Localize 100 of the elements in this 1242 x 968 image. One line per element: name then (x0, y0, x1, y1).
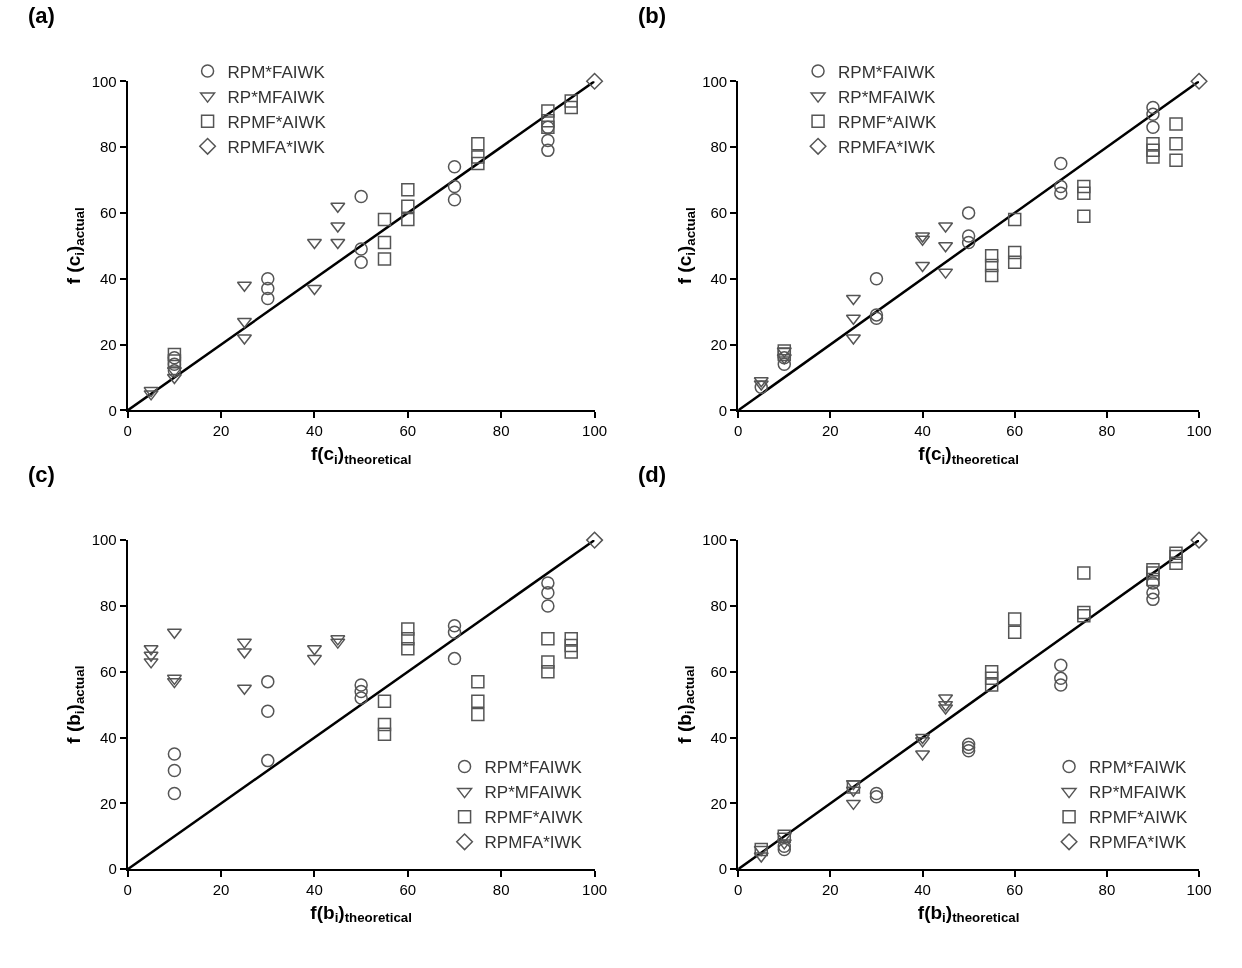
point (401, 641, 415, 656)
x-tick-label: 20 (212, 881, 230, 899)
point (261, 271, 275, 286)
x-tick-label: 60 (1006, 881, 1024, 899)
point (261, 281, 275, 296)
point (845, 294, 862, 306)
point (143, 651, 159, 663)
point (401, 183, 415, 197)
point (1146, 143, 1160, 158)
point (1054, 156, 1068, 171)
point (1190, 531, 1208, 549)
point (541, 655, 555, 669)
point (1190, 72, 1208, 90)
point (984, 248, 999, 263)
point (1146, 120, 1160, 135)
point (1146, 137, 1160, 151)
point (754, 380, 768, 395)
point (1077, 566, 1091, 580)
legend-label: RPMFA*IWK (1089, 833, 1188, 853)
point (377, 235, 392, 250)
point (1007, 245, 1022, 260)
point (564, 645, 578, 659)
x-tick-label: 40 (914, 422, 931, 440)
x-tick-label: 60 (399, 881, 417, 899)
x-axis-title: f(c$_{i}$)$_{theoretical}$ (310, 442, 412, 467)
point (1146, 572, 1160, 587)
legend-label: RP*MFAIWK (227, 87, 326, 107)
x-tick-label: 20 (212, 422, 230, 440)
point (354, 684, 368, 699)
y-tick-label: 80 (710, 597, 728, 615)
x-tick-label: 80 (1098, 881, 1116, 899)
point (937, 700, 954, 712)
point (261, 753, 275, 768)
chart-title: (b) (638, 3, 667, 28)
y-tick-label: 100 (91, 531, 117, 549)
point (984, 671, 999, 686)
x-tick-label: 100 (582, 881, 608, 899)
x-tick-label: 40 (306, 422, 323, 440)
x-tick-label: 0 (734, 422, 743, 440)
point (354, 189, 368, 204)
x-tick-label: 40 (306, 881, 323, 899)
point (541, 599, 555, 613)
point (401, 212, 415, 227)
point (984, 268, 999, 283)
legend-label: RPMFA*IWK (838, 137, 936, 157)
point (377, 727, 392, 742)
y-tick-label: 0 (108, 401, 117, 419)
point (984, 258, 999, 273)
y-tick-label: 80 (100, 597, 117, 615)
point (401, 199, 415, 214)
point (306, 644, 323, 656)
x-tick-label: 0 (734, 881, 743, 899)
point (354, 678, 368, 692)
point (261, 674, 275, 689)
point (564, 100, 578, 115)
point (330, 202, 346, 214)
point (1054, 186, 1068, 200)
y-tick-label: 40 (100, 728, 117, 746)
point (1077, 209, 1091, 223)
point (306, 284, 323, 296)
point (984, 665, 999, 679)
x-tick-label: 20 (822, 422, 839, 440)
legend-label: RPMF*AIWK (1089, 808, 1188, 828)
point (869, 786, 884, 801)
point (753, 376, 769, 388)
y-tick-label: 60 (100, 204, 117, 222)
point (1077, 186, 1091, 200)
point (1007, 212, 1022, 227)
point (1054, 658, 1068, 672)
x-axis-title: f(b$_{i}$)$_{theoretical}$ (917, 901, 1020, 926)
point (1054, 678, 1068, 692)
y-tick-label: 0 (718, 860, 728, 878)
point (564, 632, 578, 646)
point (377, 694, 392, 709)
point (541, 104, 555, 118)
point (564, 638, 578, 653)
point (377, 212, 392, 227)
point (914, 261, 931, 273)
point (1146, 586, 1160, 600)
x-tick-label: 80 (492, 422, 510, 440)
y-tick-label: 0 (108, 860, 117, 878)
point (306, 654, 323, 666)
point (377, 252, 392, 266)
y-tick-label: 40 (710, 728, 728, 746)
point (447, 618, 462, 633)
chart-title: (c) (28, 462, 55, 487)
point (447, 160, 462, 174)
point (1146, 100, 1160, 115)
y-tick-label: 80 (710, 138, 728, 156)
point (143, 386, 159, 398)
y-tick-label: 20 (710, 335, 728, 353)
legend-label: RP*MFAIWK (838, 87, 936, 107)
point (1169, 137, 1183, 151)
point (236, 281, 253, 293)
point (541, 576, 555, 590)
point (1169, 117, 1183, 131)
point (447, 179, 462, 194)
x-tick-label: 0 (123, 422, 132, 440)
legend-label: RP*MFAIWK (484, 783, 583, 803)
point (354, 242, 368, 256)
